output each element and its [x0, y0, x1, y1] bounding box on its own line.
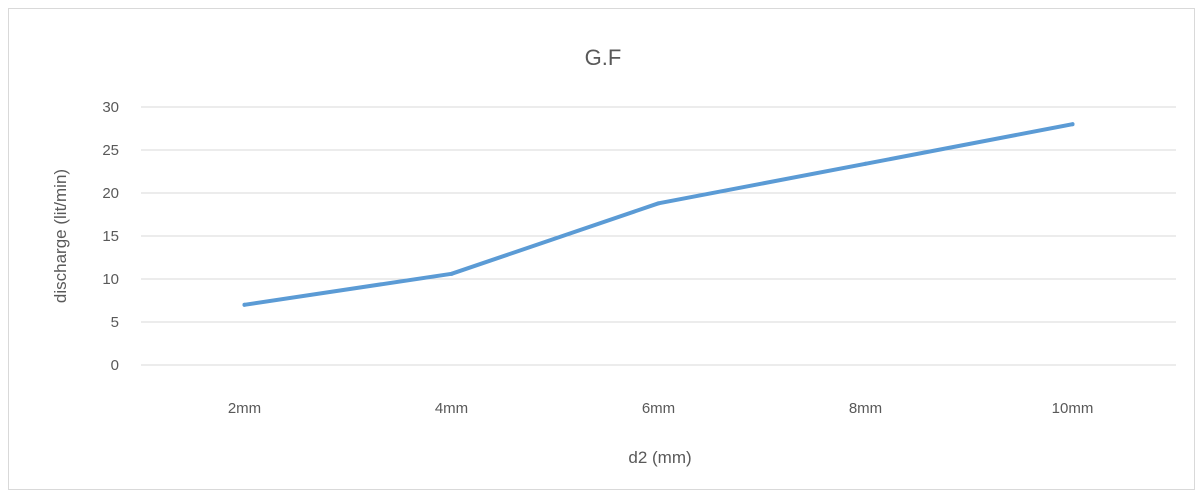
y-tick-label: 15 — [102, 228, 119, 245]
x-tick-label: 4mm — [435, 400, 468, 417]
y-tick-label: 0 — [111, 357, 119, 374]
x-tick-label: 8mm — [849, 400, 882, 417]
data-point — [656, 201, 661, 206]
gridlines — [141, 106, 1176, 366]
y-tick-label: 5 — [111, 314, 119, 331]
chart-title: G.F — [585, 45, 622, 70]
data-point — [1070, 122, 1075, 127]
data-point — [242, 302, 247, 307]
y-tick-label: 25 — [102, 142, 119, 159]
x-tick-label: 2mm — [228, 400, 261, 417]
y-tick-labels: 0 5 10 15 20 25 30 — [102, 99, 119, 374]
chart-frame — [8, 8, 1195, 490]
x-tick-label: 6mm — [642, 400, 675, 417]
data-point — [449, 271, 454, 276]
series-layer — [242, 122, 1075, 307]
y-tick-label: 10 — [102, 271, 119, 288]
series-line — [242, 122, 1075, 307]
data-point — [863, 161, 868, 166]
x-tick-labels: 2mm 4mm 6mm 8mm 10mm — [228, 400, 1094, 417]
y-tick-label: 30 — [102, 99, 119, 116]
x-axis-title: d2 (mm) — [628, 448, 691, 467]
y-tick-label: 20 — [102, 185, 119, 202]
y-axis-title: discharge (lit/min) — [51, 169, 70, 303]
x-tick-label: 10mm — [1052, 400, 1094, 417]
